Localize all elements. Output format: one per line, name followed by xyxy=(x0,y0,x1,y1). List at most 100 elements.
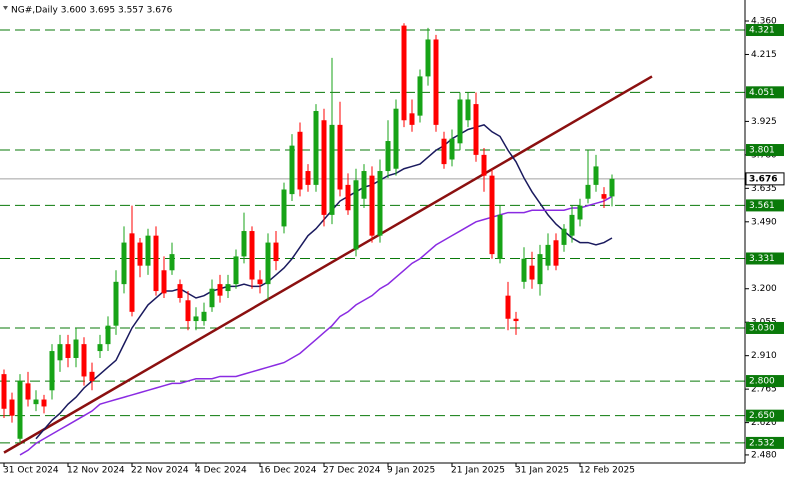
level-label: 3.561 xyxy=(749,201,775,211)
candle-body xyxy=(9,399,15,416)
candle-body xyxy=(537,254,543,285)
candle-body xyxy=(193,316,199,322)
candle-body xyxy=(369,175,375,236)
y-tick-label: 4.215 xyxy=(751,50,777,60)
current-price-box xyxy=(745,172,785,186)
candle-body xyxy=(577,205,583,220)
level-label-box xyxy=(746,86,784,99)
candle-body xyxy=(65,344,71,358)
candle-body xyxy=(585,184,591,199)
level-label: 3.801 xyxy=(749,146,775,156)
candle-body xyxy=(145,235,151,266)
candle-body xyxy=(465,99,471,121)
y-tick-label: 3.925 xyxy=(751,117,777,127)
y-tick-label: 3.490 xyxy=(751,217,777,227)
candle-body xyxy=(41,399,47,407)
candle-body xyxy=(441,138,447,165)
x-tick-label: 31 Oct 2024 xyxy=(3,466,59,476)
candle-body xyxy=(417,76,423,116)
candle-body xyxy=(457,99,463,144)
candle-body xyxy=(609,178,615,197)
candle-body xyxy=(401,25,407,121)
x-tick-label: 12 Feb 2025 xyxy=(579,466,635,476)
candle-body xyxy=(425,39,431,77)
level-label: 4.321 xyxy=(749,26,775,36)
candle-body xyxy=(449,138,455,160)
candle-body xyxy=(73,339,79,358)
y-tick-label: 2.480 xyxy=(751,450,777,460)
y-tick-label: 3.200 xyxy=(751,284,777,294)
current-price-label: 3.676 xyxy=(749,174,777,184)
x-tick-label: 22 Nov 2024 xyxy=(131,466,189,476)
level-label-box xyxy=(746,321,784,334)
level-label-box xyxy=(746,375,784,388)
candle-body xyxy=(81,344,87,377)
level-label: 2.650 xyxy=(749,411,775,421)
level-label: 4.051 xyxy=(749,88,775,98)
x-tick-label: 9 Jan 2025 xyxy=(387,466,435,476)
candle-body xyxy=(329,124,335,215)
candle-body xyxy=(513,318,519,322)
candle-body xyxy=(89,371,95,382)
candle-body xyxy=(113,281,119,326)
x-tick-label: 31 Jan 2025 xyxy=(515,466,569,476)
candle-body xyxy=(201,311,207,322)
candle-body xyxy=(265,242,271,285)
candle-body xyxy=(481,154,487,176)
candle-body xyxy=(473,104,479,155)
candle-body xyxy=(161,270,167,294)
candle-body xyxy=(297,131,303,190)
candle-body xyxy=(353,180,359,250)
y-tick-label: 4.360 xyxy=(751,17,777,27)
x-tick-label: 21 Jan 2025 xyxy=(451,466,505,476)
x-tick-label: 4 Dec 2024 xyxy=(195,466,247,476)
candle-body xyxy=(489,175,495,255)
candle-body xyxy=(377,171,383,236)
level-label: 3.331 xyxy=(749,254,775,264)
level-label-box xyxy=(746,436,784,449)
y-tick-label: 2.910 xyxy=(751,351,777,361)
level-label-box xyxy=(746,24,784,37)
candle-body xyxy=(321,120,327,215)
candle-body xyxy=(225,284,231,292)
candle-body xyxy=(97,344,103,352)
x-tick-label: 12 Nov 2024 xyxy=(67,466,125,476)
candle-body xyxy=(281,189,287,227)
candle-body xyxy=(17,381,23,439)
candle-body xyxy=(553,240,559,266)
candle-body xyxy=(313,111,319,185)
chart-title: NG#,Daily 3.600 3.695 3.557 3.676 xyxy=(11,6,173,16)
moving-average xyxy=(19,195,613,456)
level-label-box xyxy=(746,409,784,422)
candle-body xyxy=(57,344,63,361)
candle-body xyxy=(137,242,143,266)
candle-body xyxy=(409,113,415,125)
candle-body xyxy=(601,194,607,199)
candle-body xyxy=(385,141,391,172)
candle-body xyxy=(561,228,567,245)
candle-body xyxy=(497,214,503,259)
trendline xyxy=(3,75,653,454)
candle-body xyxy=(241,231,247,257)
level-label: 2.800 xyxy=(749,377,775,387)
candle-body xyxy=(361,171,367,199)
symbol-icon xyxy=(3,6,8,10)
candle-body xyxy=(521,258,527,282)
candle-body xyxy=(345,184,351,211)
candle-body xyxy=(209,288,215,308)
candle-body xyxy=(289,145,295,195)
candle-body xyxy=(233,256,239,285)
candle-body xyxy=(305,171,311,185)
candle-body xyxy=(121,242,127,285)
candle-body xyxy=(25,383,31,400)
candle-body xyxy=(49,351,55,391)
y-tick-label: 2.620 xyxy=(751,418,777,428)
candle-body xyxy=(177,284,183,298)
candle-body xyxy=(185,300,191,322)
x-tick-label: 16 Dec 2024 xyxy=(259,466,317,476)
candle-body xyxy=(153,235,159,292)
candle-body xyxy=(217,284,223,296)
candle-body xyxy=(273,242,279,262)
